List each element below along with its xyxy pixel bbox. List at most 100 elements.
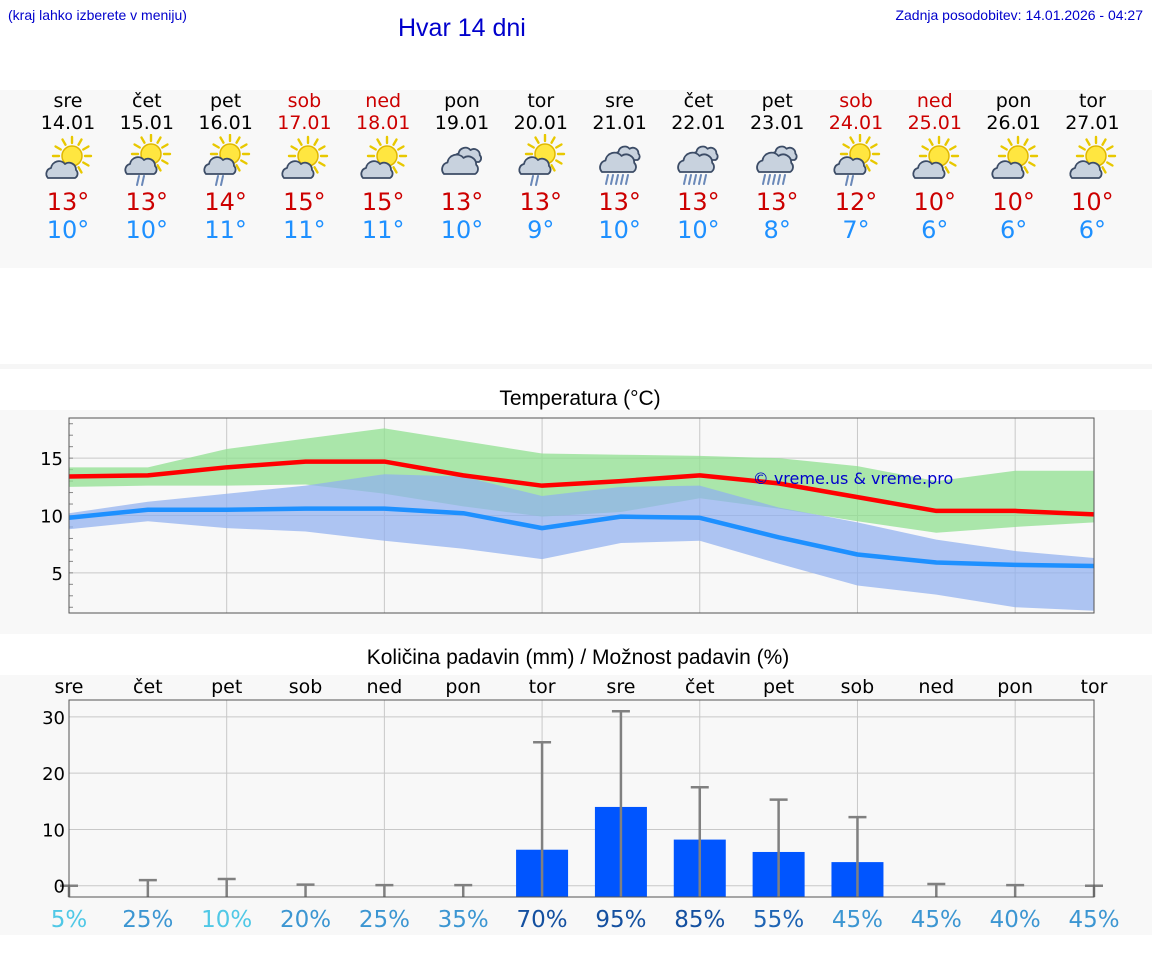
sun-cloud-rain-icon	[203, 134, 250, 186]
cloud-rain-icon	[677, 145, 719, 185]
cloud-shape	[756, 151, 795, 173]
rain-drop	[850, 175, 854, 186]
day-date: 17.01	[277, 112, 332, 134]
sun-ray	[1022, 138, 1029, 146]
precip-day-label: sob	[841, 676, 875, 698]
precip-y-tick-label: 0	[54, 877, 65, 898]
sun-rays	[366, 135, 408, 177]
sun-ray	[944, 166, 950, 174]
sun-ray	[133, 143, 141, 149]
rain-drop	[604, 174, 609, 185]
min-temperature: 11°	[361, 216, 405, 244]
temp-y-tick-label: 5	[52, 564, 63, 585]
sun-ray	[1078, 145, 1087, 151]
day-name: pet	[761, 90, 793, 112]
min-temperature: 11°	[283, 216, 326, 244]
day-date: 22.01	[671, 112, 726, 134]
sun-ray	[239, 143, 248, 149]
day-name: sre	[53, 90, 83, 112]
sun-ray	[1027, 145, 1036, 151]
temp-plot-frame	[68, 417, 1095, 614]
max-temperature: 13°	[125, 188, 169, 216]
temp-y-tick-label: 15	[40, 449, 63, 470]
rain-drop	[140, 175, 145, 186]
sun-ray	[865, 164, 871, 172]
page-title: Hvar 14 dni	[398, 14, 526, 42]
sun-ray	[842, 143, 850, 149]
sun-ray	[534, 136, 540, 144]
max-temperature: 13°	[440, 188, 484, 216]
partly-cloudy-sun-icon	[281, 135, 329, 179]
precip-y-tick-label: 10	[42, 820, 65, 841]
day-date: 27.01	[1065, 112, 1120, 134]
precip-plot-frame	[68, 699, 1095, 898]
precip-day-label: sob	[289, 676, 323, 698]
cloud-rain-icon	[756, 145, 798, 185]
precip-day-label: sre	[606, 676, 635, 698]
sun-ray	[392, 138, 398, 146]
day-forecast-column: čet 22.01 13° 10°	[658, 90, 738, 244]
min-temperature: 6°	[921, 216, 949, 244]
day-forecast-column: ned 25.01 10° 6°	[895, 90, 975, 244]
cloud-shape	[124, 156, 158, 175]
partly-cloudy-sun-icon	[1069, 135, 1117, 179]
sun-ray	[369, 145, 378, 151]
watermark-text: © vreme.us & vreme.pro	[753, 469, 954, 488]
temperature-chart-title: Temperatura (°C)	[499, 387, 661, 410]
sun-ray	[160, 143, 169, 149]
sun-ray	[392, 166, 398, 174]
max-temperature: 13°	[677, 188, 720, 216]
day-name: čet	[132, 90, 162, 112]
sun-ray	[313, 138, 320, 146]
precip-day-label: pet	[211, 676, 242, 698]
precip-day-label: ned	[366, 676, 402, 698]
partly-cloudy-sun-icon	[45, 135, 93, 179]
day-date: 19.01	[434, 112, 490, 134]
sun-ray	[865, 136, 871, 144]
sun-rays	[1076, 135, 1117, 177]
cloud-rain-icon	[598, 145, 641, 185]
day-date: 23.01	[749, 112, 805, 134]
sun-ray	[290, 145, 299, 151]
sun-ray	[1022, 166, 1029, 174]
cloud-shape	[833, 156, 867, 175]
sun-ray	[397, 161, 405, 167]
day-name: pon	[444, 90, 480, 112]
min-temperature: 8°	[763, 216, 791, 244]
day-forecast-column: tor 27.01 10° 6°	[1052, 90, 1132, 244]
sun-ray	[1101, 138, 1108, 146]
rain-drop	[762, 174, 767, 185]
precip-plot-area	[69, 700, 1094, 897]
min-temperature: 9°	[527, 216, 555, 244]
sun-ray	[318, 161, 327, 167]
sun-ray	[870, 159, 878, 165]
rain-drop	[782, 174, 787, 185]
precip-day-label: tor	[1081, 676, 1108, 698]
day-name: ned	[916, 90, 953, 112]
precip-probability-label: 70%	[517, 907, 568, 933]
sun-ray	[527, 143, 535, 149]
daily-forecast-strip	[0, 90, 1152, 268]
location-menu-hint[interactable]: (kraj lahko izberete v meniju)	[8, 7, 187, 23]
day-date: 25.01	[907, 112, 962, 134]
precip-probability-label: 45%	[832, 907, 883, 933]
temp-y-tick-label: 10	[40, 507, 63, 528]
sun-ray	[54, 145, 62, 151]
rain-drop	[624, 174, 629, 185]
min-temperature: 6°	[1078, 216, 1107, 244]
precip-probability-label: 25%	[122, 907, 173, 933]
min-temperature: 10°	[677, 216, 720, 244]
max-temperature: 15°	[283, 188, 326, 216]
sun-ray	[61, 138, 67, 146]
day-date: 16.01	[198, 112, 253, 134]
cloud-shape	[991, 160, 1025, 179]
cloud-shape	[677, 151, 716, 173]
cloud-shape	[360, 160, 394, 179]
max-temperature: 10°	[992, 188, 1035, 216]
min-temperature: 10°	[125, 216, 169, 244]
day-forecast-column: sre 14.01 13° 10°	[28, 90, 108, 244]
sun-ray	[1106, 161, 1115, 167]
precip-probability-label: 55%	[753, 907, 804, 933]
day-date: 26.01	[986, 112, 1041, 134]
